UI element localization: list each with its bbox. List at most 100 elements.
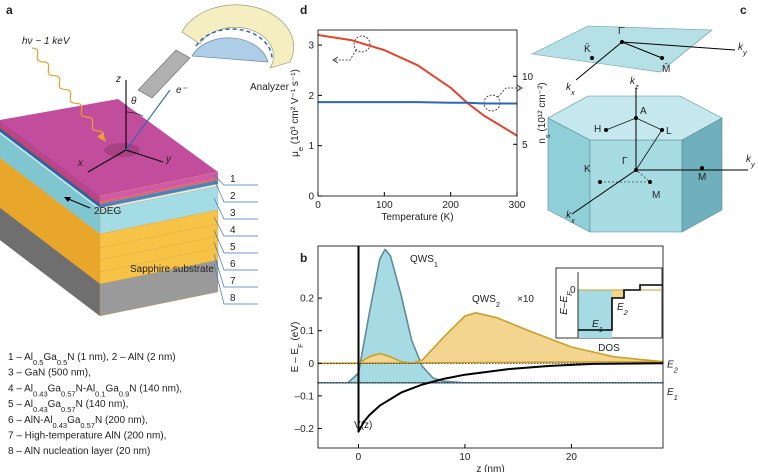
y2-tick-label: 10 bbox=[522, 72, 534, 83]
point bbox=[620, 40, 624, 44]
text-part: N (140 nm), bbox=[76, 399, 129, 410]
text-part: x bbox=[570, 88, 575, 97]
kx-axis bbox=[571, 169, 637, 215]
angle-label: θ bbox=[131, 96, 137, 107]
text-part: x bbox=[570, 216, 575, 225]
text-part: E bbox=[667, 359, 674, 370]
text-part: (eV) bbox=[290, 322, 301, 344]
point bbox=[634, 116, 638, 120]
text-part: 1 bbox=[674, 392, 678, 401]
layer-number: 8 bbox=[230, 293, 236, 304]
leader-line bbox=[213, 174, 258, 186]
axis-label: ky bbox=[746, 154, 756, 169]
layer-number: 4 bbox=[230, 225, 236, 236]
annotation: ×10 bbox=[517, 294, 534, 305]
inset-ylabel: E–EF bbox=[559, 291, 574, 315]
text-part: (10¹² cm⁻²) bbox=[537, 82, 548, 134]
path-hl bbox=[605, 117, 663, 171]
text-part: e bbox=[296, 147, 305, 151]
marker-arrowhead bbox=[516, 84, 523, 92]
kx-top bbox=[575, 41, 623, 81]
inset-dos bbox=[578, 284, 662, 331]
point-label: M̄ bbox=[662, 62, 670, 75]
text-part: 0.57 bbox=[61, 389, 76, 398]
text-part: E bbox=[592, 319, 599, 330]
text-part: 4 – Al bbox=[8, 383, 33, 394]
text-part: 0.43 bbox=[52, 420, 67, 429]
x-tick-label: 100 bbox=[376, 200, 393, 211]
point-label: K bbox=[584, 164, 591, 175]
text-part: E–E bbox=[559, 296, 570, 315]
y-axis-label: μe (10³ cm² V⁻¹ s⁻¹) bbox=[290, 69, 305, 157]
analyzer-dome bbox=[191, 37, 269, 63]
leader-line bbox=[213, 216, 258, 237]
text-part: 1 – Al bbox=[8, 352, 33, 363]
photon bbox=[31, 47, 105, 135]
point bbox=[634, 168, 638, 172]
leader-line bbox=[213, 178, 258, 203]
line bbox=[317, 34, 518, 137]
plot-frame bbox=[317, 245, 664, 449]
text-part: y bbox=[742, 48, 748, 57]
layer-number: 2 bbox=[230, 191, 236, 202]
axis-arrow bbox=[125, 89, 171, 151]
marker-circle bbox=[353, 35, 371, 53]
text-part: 3 – GaN (500 nm), bbox=[8, 368, 91, 379]
y-tick-label: 3 bbox=[308, 41, 314, 52]
ky-top bbox=[621, 41, 736, 51]
electron-label: e⁻ bbox=[176, 85, 188, 96]
leader-line bbox=[213, 197, 258, 220]
y-tick-label: –0.1 bbox=[295, 391, 315, 402]
layer-number: 3 bbox=[230, 208, 236, 219]
point bbox=[648, 180, 652, 184]
text-part: s bbox=[543, 134, 552, 138]
text-part: 0.57 bbox=[61, 405, 76, 414]
area bbox=[317, 248, 664, 384]
inset-label: E2 bbox=[617, 302, 629, 317]
axis-arrow bbox=[125, 149, 164, 163]
text-part: 0.57 bbox=[80, 420, 95, 429]
inset-fill-2 bbox=[612, 290, 624, 298]
y-tick-label: 2 bbox=[308, 91, 314, 102]
text-part: y bbox=[750, 160, 756, 169]
marker-arrowhead bbox=[332, 56, 339, 64]
text-part: 2 bbox=[496, 300, 500, 309]
analyzer-orbit bbox=[195, 28, 273, 59]
series-label: V(z) bbox=[354, 420, 372, 431]
marker-arrow bbox=[335, 49, 357, 61]
text-part: V(z) bbox=[354, 420, 372, 431]
arrowhead bbox=[64, 197, 71, 202]
photon-label: hν ~ 1 keV bbox=[22, 36, 71, 47]
axis-label: kx bbox=[566, 210, 575, 225]
text-part: 0.5 bbox=[57, 358, 67, 367]
text-part: Ga bbox=[48, 399, 62, 410]
area bbox=[317, 312, 664, 365]
y-tick-label: 0.1 bbox=[300, 326, 314, 337]
plot-frame bbox=[317, 29, 518, 197]
inset bbox=[555, 267, 663, 339]
axis-label: ky bbox=[738, 42, 748, 57]
text-part: k bbox=[738, 42, 744, 53]
layer-description: 8 – AlN nucleation layer (20 nm) bbox=[8, 446, 150, 457]
point bbox=[604, 128, 608, 132]
text-part: Ga bbox=[43, 352, 57, 363]
inset-label: E1 bbox=[592, 319, 603, 334]
layer-number: 5 bbox=[230, 242, 236, 253]
layer-right bbox=[99, 259, 219, 317]
level-label: E2 bbox=[667, 359, 679, 374]
text-part: Ga bbox=[67, 415, 81, 426]
axis-label: kx bbox=[566, 82, 575, 97]
text-part: (10³ cm² V⁻¹ s⁻¹) bbox=[290, 69, 301, 147]
x-axis-label: Temperature (K) bbox=[381, 212, 453, 223]
panel-letter: c bbox=[740, 3, 747, 17]
axis-label: kz bbox=[630, 76, 639, 91]
text-part: N (140 nm), bbox=[129, 383, 182, 394]
text-part: k bbox=[746, 154, 752, 165]
twodeg-label: 2DEG bbox=[94, 206, 121, 217]
text-part: 2 bbox=[673, 365, 679, 374]
layer-description: 1 – Al0.5Ga0.5N (1 nm), 2 – AlN (2 nm) bbox=[8, 352, 176, 367]
y2-axis-label: ns (10¹² cm⁻²) bbox=[537, 82, 552, 143]
text-part: 5 – Al bbox=[8, 399, 33, 410]
point bbox=[700, 166, 704, 170]
substrate-label: Sapphire substrate bbox=[130, 264, 214, 275]
